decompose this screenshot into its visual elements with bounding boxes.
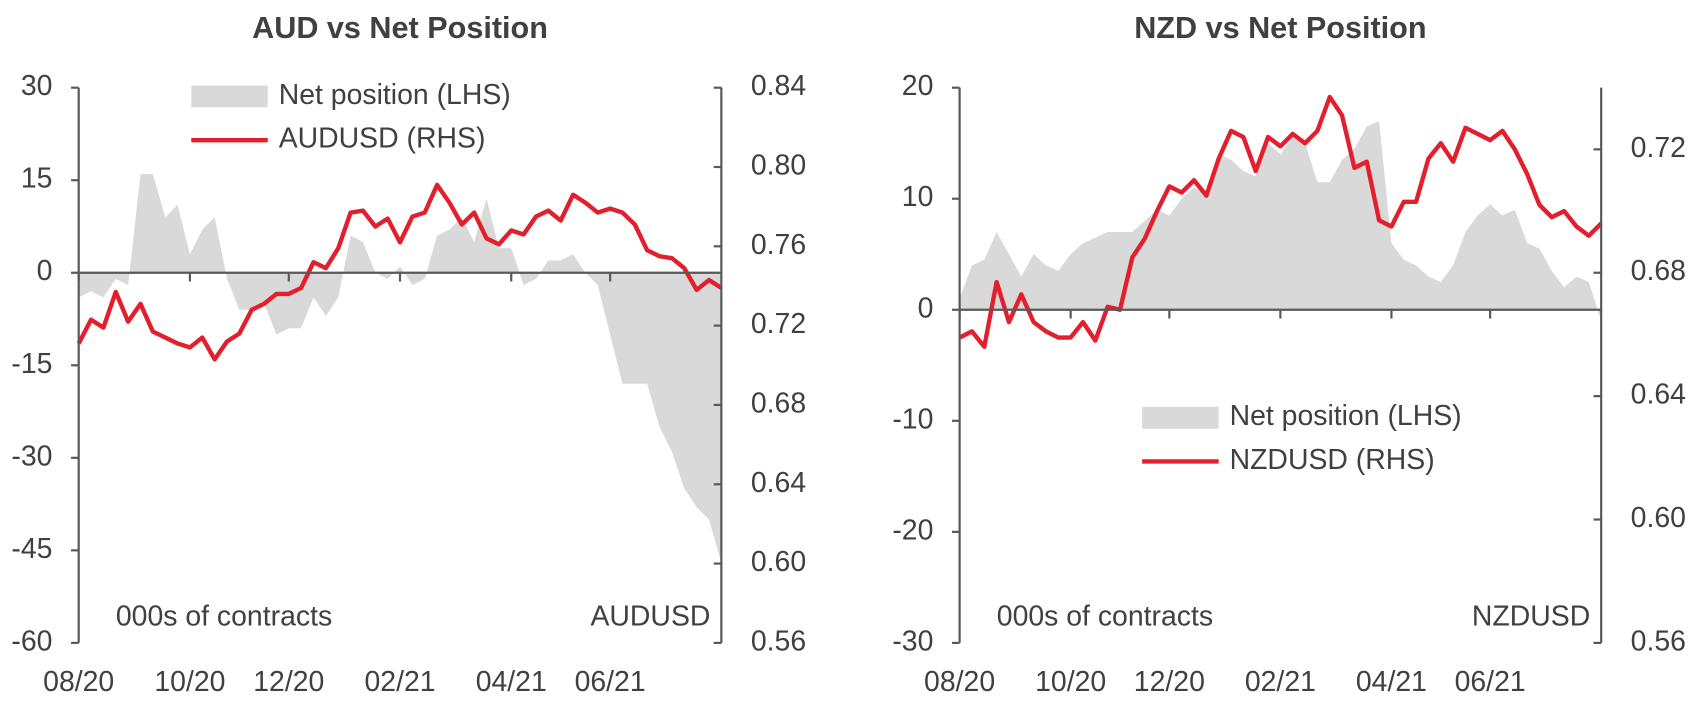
x-tick-label: 06/21 bbox=[1455, 666, 1526, 698]
annotation: 000s of contracts bbox=[997, 600, 1213, 632]
annotation: 000s of contracts bbox=[116, 600, 332, 632]
chart-title: NZD vs Net Position bbox=[1134, 11, 1426, 45]
area bbox=[78, 174, 722, 563]
legend-swatch bbox=[191, 85, 268, 108]
y2-tick-label: 0.60 bbox=[751, 546, 806, 578]
annotation: NZDUSD bbox=[1472, 600, 1590, 632]
y2-tick-label: 0.84 bbox=[751, 70, 806, 102]
annotation: AUDUSD bbox=[590, 600, 710, 632]
y2-tick-label: 0.68 bbox=[751, 387, 806, 419]
y-tick-label: -20 bbox=[892, 514, 933, 546]
y2-tick-label: 0.68 bbox=[1631, 255, 1686, 287]
line bbox=[958, 94, 1603, 349]
y-tick-label: -30 bbox=[892, 625, 933, 657]
legend-label: NZDUSD (RHS) bbox=[1230, 444, 1435, 476]
y-tick-label: 0 bbox=[918, 292, 934, 324]
y2-tick-label: 0.56 bbox=[1631, 625, 1686, 657]
y2-tick-label: 0.64 bbox=[751, 467, 806, 499]
x-tick-label: 06/21 bbox=[575, 666, 646, 698]
x-tick-label: 02/21 bbox=[364, 666, 435, 698]
x-tick-label: 02/21 bbox=[1245, 666, 1316, 698]
y-tick-label: 10 bbox=[902, 181, 934, 213]
x-tick-label: 12/20 bbox=[253, 666, 324, 698]
y-tick-label: -15 bbox=[11, 348, 52, 380]
legend-swatch bbox=[1142, 406, 1219, 429]
y2-tick-label: 0.56 bbox=[751, 625, 806, 657]
legend-label: Net position (LHS) bbox=[1230, 400, 1462, 432]
area bbox=[959, 120, 1602, 321]
x-tick-label: 08/20 bbox=[924, 666, 995, 698]
x-tick-label: 04/21 bbox=[1356, 666, 1427, 698]
y-tick-label: 30 bbox=[21, 70, 53, 102]
legend-label: Net position (LHS) bbox=[279, 79, 511, 111]
y2-tick-label: 0.80 bbox=[751, 149, 806, 181]
line bbox=[76, 182, 723, 362]
y2-tick-label: 0.76 bbox=[751, 229, 806, 261]
y-tick-label: -30 bbox=[11, 440, 52, 472]
y2-tick-label: 0.60 bbox=[1631, 502, 1686, 534]
y-tick-label: -60 bbox=[11, 625, 52, 657]
y2-tick-label: 0.64 bbox=[1631, 379, 1686, 411]
y-tick-label: 0 bbox=[37, 255, 53, 287]
x-tick-label: 10/20 bbox=[1035, 666, 1106, 698]
legend-label: AUDUSD (RHS) bbox=[279, 123, 486, 155]
y2-tick-label: 0.72 bbox=[1631, 132, 1686, 164]
y-tick-label: 15 bbox=[21, 163, 53, 195]
x-tick-label: 04/21 bbox=[476, 666, 547, 698]
y-tick-label: 20 bbox=[902, 70, 934, 102]
x-tick-label: 12/20 bbox=[1134, 666, 1205, 698]
y-tick-label: -10 bbox=[892, 403, 933, 435]
x-tick-label: 08/20 bbox=[43, 666, 114, 698]
y2-tick-label: 0.72 bbox=[751, 308, 806, 340]
y-tick-label: -45 bbox=[11, 533, 52, 565]
x-tick-label: 10/20 bbox=[154, 666, 225, 698]
chart-title: AUD vs Net Position bbox=[252, 11, 548, 45]
